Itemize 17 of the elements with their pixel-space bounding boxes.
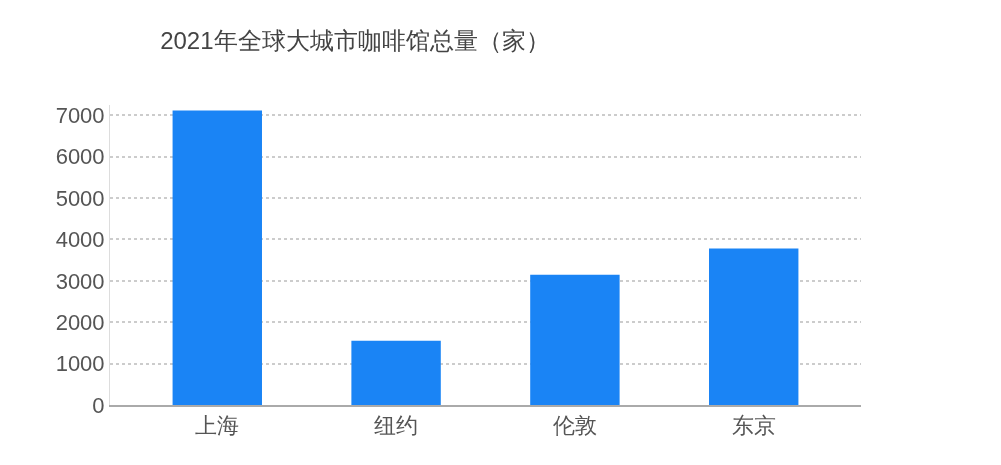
y-tick-label: 0 [92,392,105,418]
chart-title: 2021年全球大城市咖啡馆总量（家） [160,27,550,55]
x-tick-label: 东京 [731,413,776,439]
bar [172,110,262,405]
y-tick-label: 3000 [55,268,105,294]
bar [351,340,441,405]
bar [709,248,799,405]
y-tick-label: 6000 [55,144,105,170]
y-tick-label: 1000 [55,351,105,377]
x-tick-label: 纽约 [374,413,419,439]
y-tick-label: 2000 [55,309,105,335]
bar [530,274,620,405]
y-tick-label: 7000 [55,103,105,129]
x-tick-label: 上海 [195,413,240,439]
y-tick-label: 5000 [55,185,105,211]
x-tick-label: 伦敦 [552,413,597,439]
y-tick-label: 4000 [55,227,105,253]
